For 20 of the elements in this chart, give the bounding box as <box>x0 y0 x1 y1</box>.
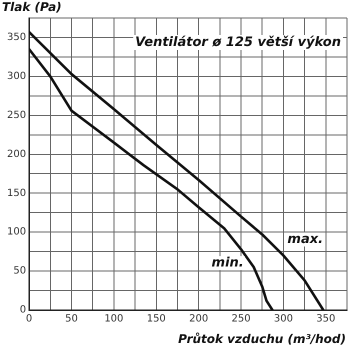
x-axis-title: Průtok vzduchu (m³/hod) <box>178 332 346 346</box>
text: Ventilátor ø 125 větší výkon <box>135 34 341 50</box>
y-tick-label: 200 <box>6 148 26 160</box>
x-tick-label: 300 <box>274 314 293 325</box>
y-tick-label: 100 <box>6 226 26 238</box>
y-tick-label: 350 <box>6 32 26 44</box>
y-tick-label: 300 <box>6 70 26 82</box>
y-tick-label: 250 <box>6 110 26 121</box>
x-tick-label: 250 <box>231 314 251 325</box>
series-label: min. <box>212 256 244 271</box>
y-tick-label: 50 <box>13 266 26 277</box>
x-tick-label: 350 <box>316 314 336 325</box>
y-tick-label: 0 <box>20 304 26 316</box>
x-tick-label: 200 <box>189 314 208 325</box>
y-tick-label: 150 <box>6 188 26 199</box>
y-axis-title: Tlak (Pa) <box>2 0 62 14</box>
series-label: max. <box>287 232 324 247</box>
x-tick-label: 50 <box>65 314 78 325</box>
x-tick-label: 150 <box>146 314 166 325</box>
x-tick-label: 100 <box>104 314 124 325</box>
